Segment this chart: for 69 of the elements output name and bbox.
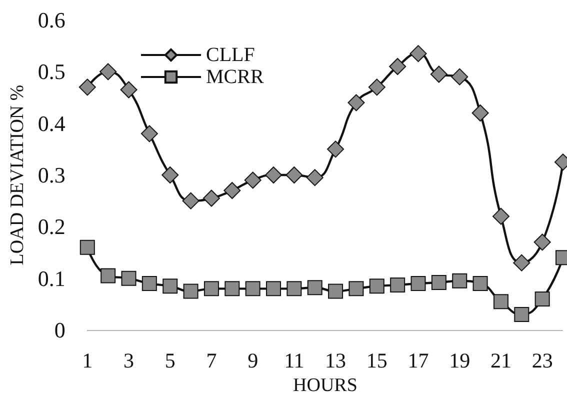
point [368, 78, 386, 96]
point [121, 270, 136, 286]
point [140, 125, 158, 142]
point [492, 208, 510, 225]
point [348, 94, 365, 112]
point [307, 280, 322, 296]
x-tick-label: 3 [124, 348, 134, 372]
point [224, 182, 241, 199]
y-tick-label: 0.3 [38, 162, 66, 188]
x-tick-label: 1 [82, 348, 93, 372]
point [493, 294, 508, 310]
x-tick-label: 19 [449, 348, 470, 372]
legend-label: CLLF [206, 44, 255, 66]
y-tick-label: 0.6 [38, 8, 66, 32]
x-tick-label: 9 [248, 348, 258, 372]
point [514, 307, 530, 322]
point [162, 166, 179, 184]
point [513, 254, 530, 272]
x-tick-label: 15 [366, 348, 388, 372]
point [389, 58, 406, 75]
point [472, 104, 489, 122]
point [410, 45, 427, 62]
x-axis-title: HOURS [292, 374, 358, 396]
point [286, 281, 302, 296]
point [431, 274, 446, 290]
x-tick-label: 17 [408, 348, 429, 372]
point [390, 278, 406, 293]
point [204, 281, 219, 296]
legend-label: MCRR [206, 66, 264, 88]
point [182, 192, 200, 210]
point [369, 278, 384, 294]
point [430, 66, 448, 83]
y-tick-label: 0.4 [38, 110, 66, 136]
y-tick-label: 0.5 [38, 59, 66, 84]
point [306, 169, 324, 186]
point [410, 276, 426, 291]
x-tick-label: 23 [532, 348, 553, 372]
point [328, 284, 344, 299]
point [162, 278, 178, 294]
y-tick-label: 0.1 [38, 266, 66, 291]
point [78, 78, 96, 96]
point [451, 68, 468, 86]
point [120, 81, 138, 98]
point [327, 140, 344, 158]
point [202, 190, 220, 207]
y-tick-label: 0 [54, 318, 66, 342]
point [244, 172, 262, 189]
point [224, 281, 240, 296]
x-tick-label: 7 [206, 348, 217, 372]
point [100, 268, 116, 284]
point [265, 166, 282, 184]
x-tick-label: 5 [164, 348, 176, 372]
point [534, 292, 550, 306]
point [100, 63, 117, 80]
point [266, 281, 282, 296]
point [286, 166, 303, 184]
x-tick-label: 11 [284, 348, 304, 372]
x-tick-label: 13 [325, 348, 346, 372]
x-tick-label: 21 [490, 348, 512, 372]
y-axis-title: LOAD DEVIATION % [7, 84, 28, 266]
point [348, 281, 364, 296]
point [245, 281, 260, 296]
point [142, 276, 157, 291]
point [452, 273, 468, 288]
y-tick-label: 0.2 [38, 214, 66, 240]
point [472, 276, 488, 291]
point [534, 234, 551, 251]
point [80, 240, 95, 255]
point [183, 284, 198, 299]
